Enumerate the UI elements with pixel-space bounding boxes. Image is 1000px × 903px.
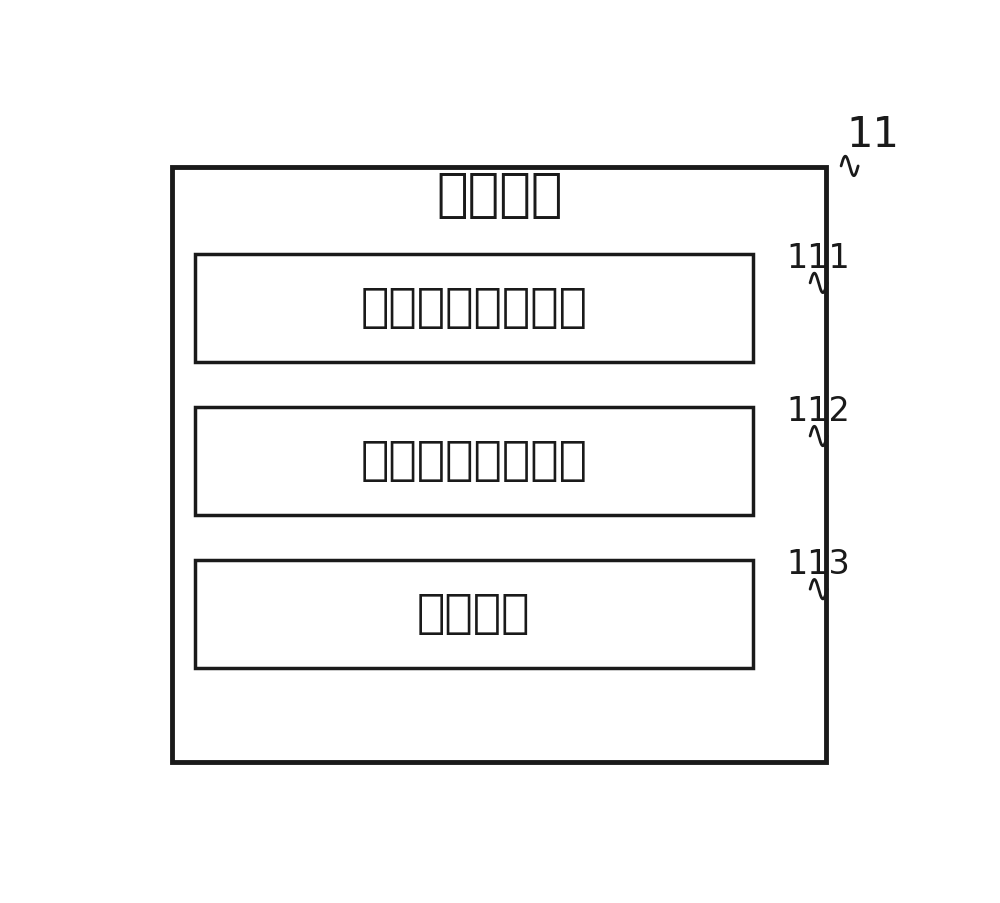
FancyBboxPatch shape [195,407,753,515]
FancyBboxPatch shape [195,560,753,668]
Text: 11: 11 [846,114,899,155]
Text: 112: 112 [787,395,851,427]
Text: 证照信息生成单元: 证照信息生成单元 [360,439,587,484]
Text: 许可信息获取单元: 许可信息获取单元 [360,285,587,330]
Text: 113: 113 [787,547,850,581]
FancyBboxPatch shape [172,167,826,762]
FancyBboxPatch shape [195,255,753,362]
Text: 111: 111 [787,241,850,275]
Text: 操作装置: 操作装置 [436,169,563,221]
Text: 发送单元: 发送单元 [417,591,530,637]
